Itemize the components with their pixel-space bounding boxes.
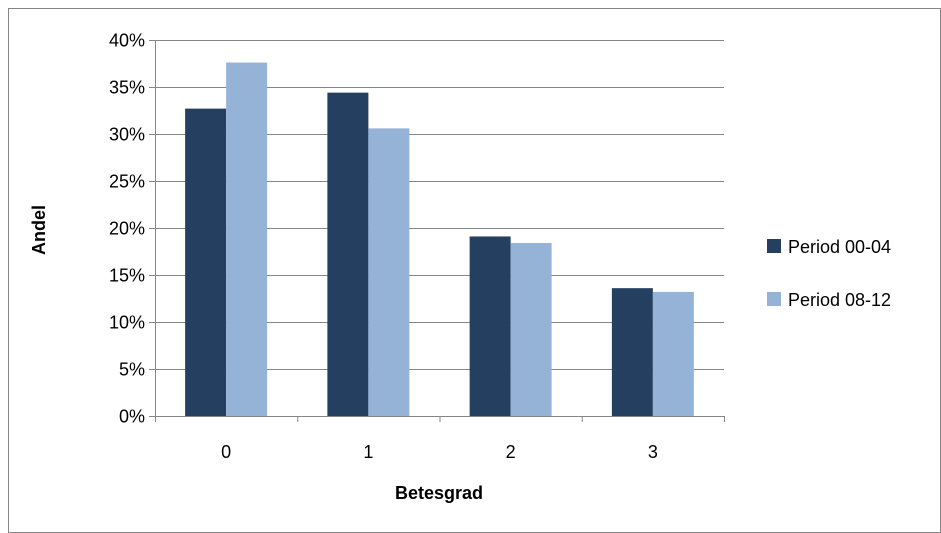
legend-swatch (767, 292, 781, 306)
y-tick-label: 10% (109, 313, 145, 333)
y-tick-label: 0% (119, 407, 145, 427)
legend: Period 00-04 Period 08-12 (767, 237, 891, 310)
y-tick-label: 15% (109, 266, 145, 286)
bars (185, 62, 694, 417)
bar (510, 243, 552, 416)
y-axis-title: Andel (29, 205, 49, 255)
x-tick-labels: 0 1 2 3 (155, 416, 725, 462)
bar (368, 128, 410, 417)
x-axis-title: Betesgrad (395, 483, 483, 503)
bar (327, 92, 369, 416)
y-tick-labels: 0% 5% 10% 15% 20% 25% 30% 35% 40% (109, 31, 155, 427)
x-tick-label: 1 (363, 442, 373, 462)
legend-label: Period 08-12 (788, 290, 891, 310)
y-tick-label: 5% (119, 360, 145, 380)
y-tick-label: 20% (109, 219, 145, 239)
bar (652, 291, 694, 416)
y-tick-label: 40% (109, 31, 145, 51)
x-tick-label: 2 (506, 442, 516, 462)
bar (226, 62, 268, 417)
x-tick-label: 3 (648, 442, 658, 462)
legend-swatch (767, 239, 781, 253)
y-tick-label: 25% (109, 172, 145, 192)
x-tick-label: 0 (221, 442, 231, 462)
bar (469, 236, 511, 416)
bar (611, 288, 653, 416)
y-tick-label: 35% (109, 78, 145, 98)
legend-label: Period 00-04 (788, 237, 891, 257)
y-tick-label: 30% (109, 125, 145, 145)
bar (185, 108, 227, 417)
